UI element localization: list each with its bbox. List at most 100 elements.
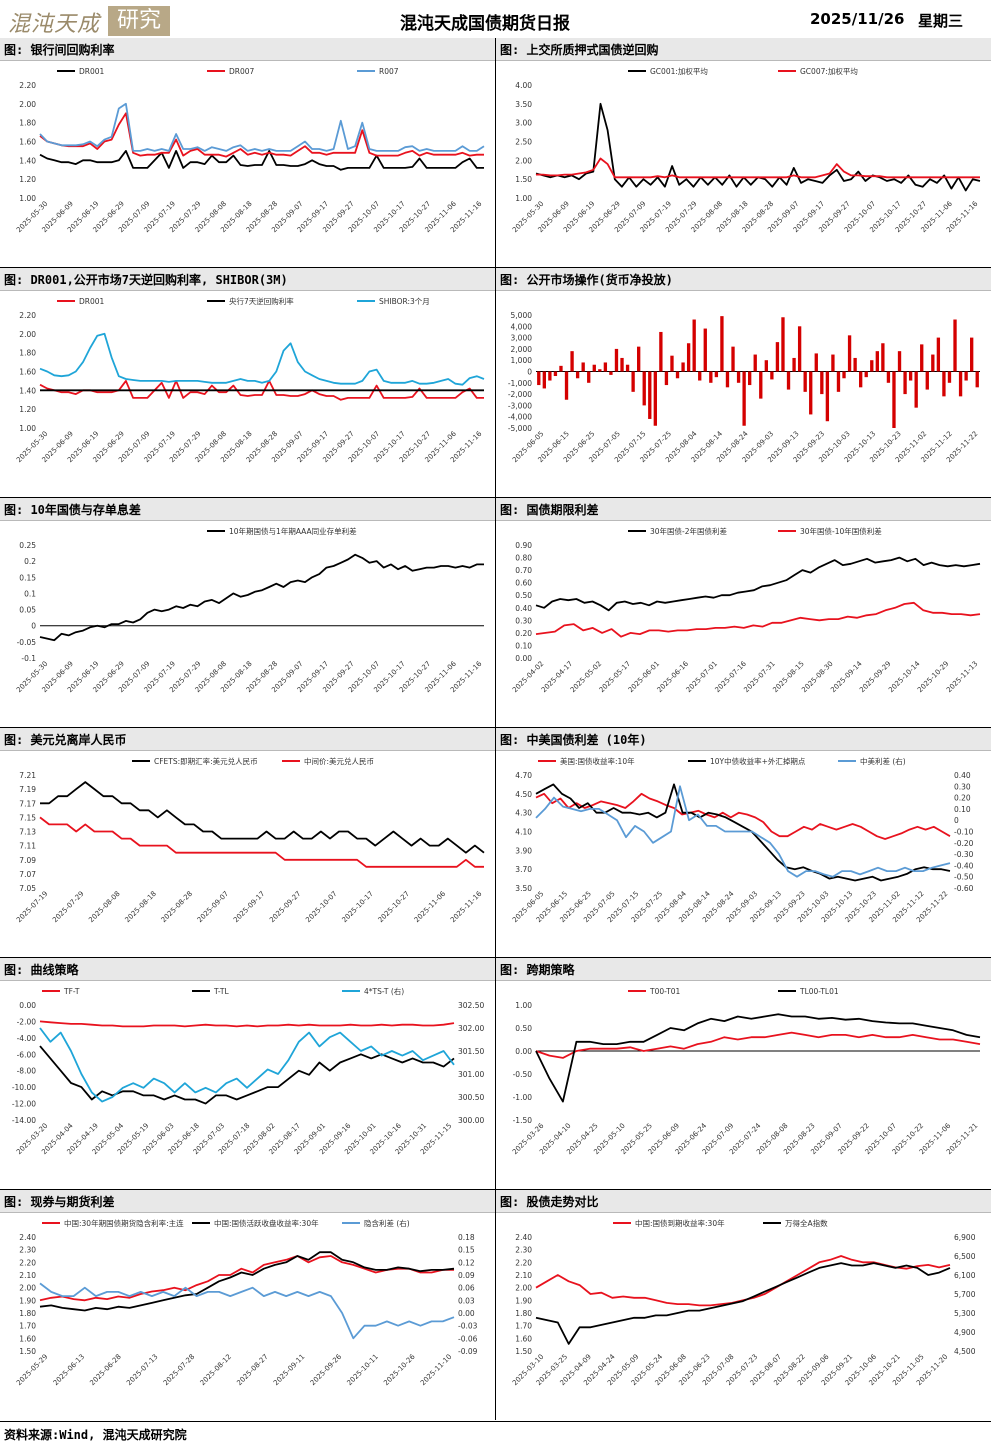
y-tick-label: 3.70 bbox=[515, 865, 532, 874]
y2-tick-label: 301.50 bbox=[458, 1047, 484, 1056]
x-tick-label: 2025-09-26 bbox=[309, 1352, 344, 1387]
y-tick-label: 4.70 bbox=[515, 771, 532, 780]
bar bbox=[603, 362, 608, 372]
legend-label: 万得全A指数 bbox=[785, 1218, 828, 1228]
report-date: 2025/11/26 bbox=[810, 10, 905, 28]
y-tick-label: 0 bbox=[31, 622, 36, 631]
y2-tick-label: -0.40 bbox=[954, 861, 974, 870]
logo-box: 研究院 bbox=[108, 6, 170, 63]
legend-label: TL00-TL01 bbox=[799, 987, 839, 996]
x-tick-label: 2025-06-28 bbox=[88, 1353, 122, 1387]
series-line bbox=[536, 157, 980, 179]
source-text: 资料来源:Wind, 混沌天成研究院 bbox=[4, 1428, 187, 1442]
y-tick-label: 1.50 bbox=[515, 1347, 532, 1356]
bar bbox=[703, 328, 707, 372]
x-tick-label: 2025-08-27 bbox=[235, 1353, 269, 1387]
panel-title: 图: 曲线策略 bbox=[4, 963, 79, 977]
chart-panel: 图: 曲线策略 TF-T T-TL 4*TS-T (右) 0.00 -2.00 -4.00 -… bbox=[0, 957, 495, 1190]
y-tick-label: 0.70 bbox=[515, 566, 532, 575]
chart-panel: 图: 上交所质押式国债逆回购 GC001:加权平均 GC007:加权平均 4.00 3.… bbox=[496, 38, 991, 268]
y-tick-label: -4,000 bbox=[508, 413, 532, 422]
x-tick-label: 2025-11-16 bbox=[449, 889, 484, 924]
y-tick-label: 7.15 bbox=[19, 813, 36, 822]
y-tick-label: 2.40 bbox=[515, 1233, 532, 1242]
bar bbox=[809, 371, 813, 415]
x-tick-label: 2025-09-11 bbox=[272, 1353, 306, 1387]
series-line bbox=[535, 1262, 951, 1345]
row-divider bbox=[496, 1189, 991, 1190]
y-tick-label: 2.00 bbox=[19, 330, 36, 339]
panel-title: 图: 公开市场操作(货币净投放) bbox=[500, 273, 673, 287]
bar bbox=[847, 335, 852, 372]
chart-panel: 图: 国债期限利差 30年国债-2年国债利差 30年国债-10年国债利差 0.90 0.… bbox=[496, 497, 991, 728]
legend: 中国:30年期国债期货隐含利率:主连 中国:国债活跃收盘收益率:30年 隐含利差 (… bbox=[42, 1218, 410, 1228]
y-tick-label: 2.30 bbox=[515, 1246, 532, 1255]
legend-label: T00-T01 bbox=[649, 987, 680, 996]
bar bbox=[886, 371, 891, 383]
bar bbox=[553, 371, 558, 377]
y-tick-label: 1.60 bbox=[19, 368, 36, 377]
chart-panel: 图: 10年国债与存单息差 10年期国债与1年期AAA同业存单利差 0.25 0.2 0… bbox=[0, 497, 495, 728]
legend-label: 30年国债-2年国债利差 bbox=[650, 526, 728, 536]
bar bbox=[653, 371, 657, 426]
y-tick-label: 1.40 bbox=[19, 386, 36, 395]
row-divider bbox=[496, 727, 991, 728]
bar bbox=[908, 371, 913, 381]
bar bbox=[759, 371, 763, 399]
legend-label: 中国:国债到期收益率:30年 bbox=[635, 1218, 725, 1228]
bar bbox=[814, 353, 818, 372]
y-tick-label: -6.00 bbox=[17, 1050, 37, 1059]
legend-label: 中国:30年期国债期货隐含利率:主连 bbox=[64, 1218, 184, 1228]
y2-tick-label: -0.30 bbox=[954, 850, 974, 859]
y2-tick-label: 4,900 bbox=[954, 1328, 976, 1337]
legend-label: 央行7天逆回购利率 bbox=[229, 296, 294, 306]
bar bbox=[881, 343, 885, 372]
y-tick-label: 0.1 bbox=[24, 589, 36, 598]
y-tick-label: 0.10 bbox=[515, 641, 532, 650]
legend-label: 中间价:美元兑人民币 bbox=[304, 756, 374, 766]
y-tick-label: 1.90 bbox=[19, 1296, 36, 1305]
panel-title-bar: 图: DR001,公开市场7天逆回购利率, SHIBOR(3M) bbox=[0, 268, 495, 291]
x-tick-label: 2025-09-27 bbox=[268, 890, 302, 924]
report-title: 混沌天成国债期货日报 bbox=[400, 14, 570, 34]
y-tick-label: 7.07 bbox=[19, 870, 36, 879]
y-tick-label: -2.00 bbox=[17, 1017, 37, 1026]
bar bbox=[914, 371, 918, 408]
x-tick-label: 2025-08-18 bbox=[123, 890, 157, 924]
panel-title: 图: 银行间回购利率 bbox=[4, 43, 115, 57]
bar bbox=[764, 360, 768, 372]
bar bbox=[753, 354, 757, 372]
bar bbox=[953, 319, 957, 372]
x-tick-label: 2025-09-07 bbox=[196, 890, 230, 924]
y2-tick-label: 4,500 bbox=[954, 1347, 976, 1356]
y-tick-label: 2.20 bbox=[19, 81, 36, 90]
bar bbox=[820, 371, 824, 395]
series-line bbox=[535, 556, 981, 612]
series-line bbox=[39, 332, 485, 386]
y-tick-label: 1.80 bbox=[19, 119, 36, 128]
x-tick-label: 2025-10-26 bbox=[382, 1352, 417, 1387]
y-tick-label: 0.40 bbox=[515, 604, 532, 613]
bar bbox=[892, 371, 896, 428]
chart-panel: 图: 银行间回购利率 DR001 DR007 R007 2.20 2.00 1.80 1.60… bbox=[0, 38, 495, 268]
y2-tick-label: 5,700 bbox=[954, 1290, 976, 1299]
legend-label: 10Y中债收益率+外汇掉期点 bbox=[710, 756, 806, 766]
y2-tick-label: 0.40 bbox=[954, 771, 971, 780]
bar bbox=[575, 371, 580, 379]
legend-label: DR001 bbox=[79, 67, 105, 76]
y-tick-label: 2.00 bbox=[515, 1284, 532, 1293]
chart-panel: 图: 股债走势对比 中国:国债到期收益率:30年 万得全A指数 2.40 2.30 2.2… bbox=[496, 1189, 991, 1421]
y-tick-label: 1.40 bbox=[19, 156, 36, 165]
chart-svg: DR001 DR007 R007 2.20 2.00 1.80 1.60 1.40 1.20 1.… bbox=[15, 67, 485, 234]
x-tick-label: 2025-10-17 bbox=[340, 890, 374, 924]
series-line bbox=[535, 785, 951, 878]
y-tick-label: 0.50 bbox=[515, 591, 532, 600]
bar bbox=[842, 371, 846, 379]
series-line bbox=[535, 1255, 951, 1307]
y2-tick-label: -0.10 bbox=[954, 828, 974, 837]
panel-title-bar: 图: 上交所质押式国债逆回购 bbox=[496, 38, 991, 61]
y-tick-label: 1.60 bbox=[19, 138, 36, 147]
series-line bbox=[39, 112, 484, 158]
chart-svg: 10年期国债与1年期AAA同业存单利差 0.25 0.2 0.15 0.1 0.05 0 -0… bbox=[15, 526, 484, 694]
y2-tick-label: 5,300 bbox=[954, 1309, 976, 1318]
